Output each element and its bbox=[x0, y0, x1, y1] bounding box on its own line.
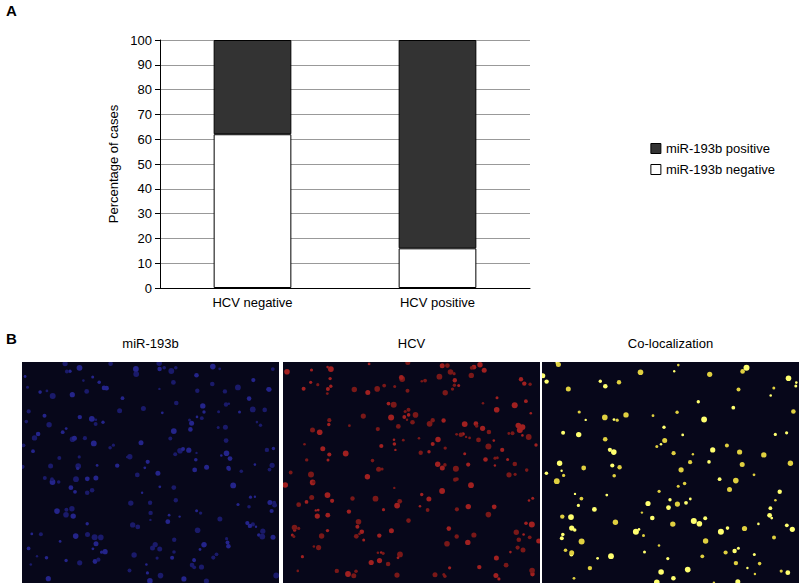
svg-text:50: 50 bbox=[138, 157, 152, 172]
svg-text:100: 100 bbox=[130, 33, 152, 48]
svg-text:miR-193b negative: miR-193b negative bbox=[666, 162, 775, 177]
html-text:B: B bbox=[6, 330, 17, 347]
svg-text:20: 20 bbox=[138, 231, 152, 246]
svg-text:0: 0 bbox=[145, 281, 152, 296]
svg-text:30: 30 bbox=[138, 206, 152, 221]
html-text:A: A bbox=[6, 2, 17, 19]
svg-text:90: 90 bbox=[138, 57, 152, 72]
svg-text:80: 80 bbox=[138, 82, 152, 97]
svg-text:70: 70 bbox=[138, 107, 152, 122]
svg-text:HCV positive: HCV positive bbox=[400, 295, 475, 310]
svg-text:Percentage of cases: Percentage of cases bbox=[106, 104, 121, 223]
svg-text:40: 40 bbox=[138, 181, 152, 196]
svg-text:HCV negative: HCV negative bbox=[212, 295, 292, 310]
html-text:Co-localization: Co-localization bbox=[627, 336, 714, 351]
svg-text:miR-193b positive: miR-193b positive bbox=[666, 141, 770, 156]
html-text:HCV: HCV bbox=[397, 336, 426, 351]
svg-text:10: 10 bbox=[138, 256, 152, 271]
html-text:miR-193b: miR-193b bbox=[122, 336, 179, 351]
svg-text:60: 60 bbox=[138, 132, 152, 147]
